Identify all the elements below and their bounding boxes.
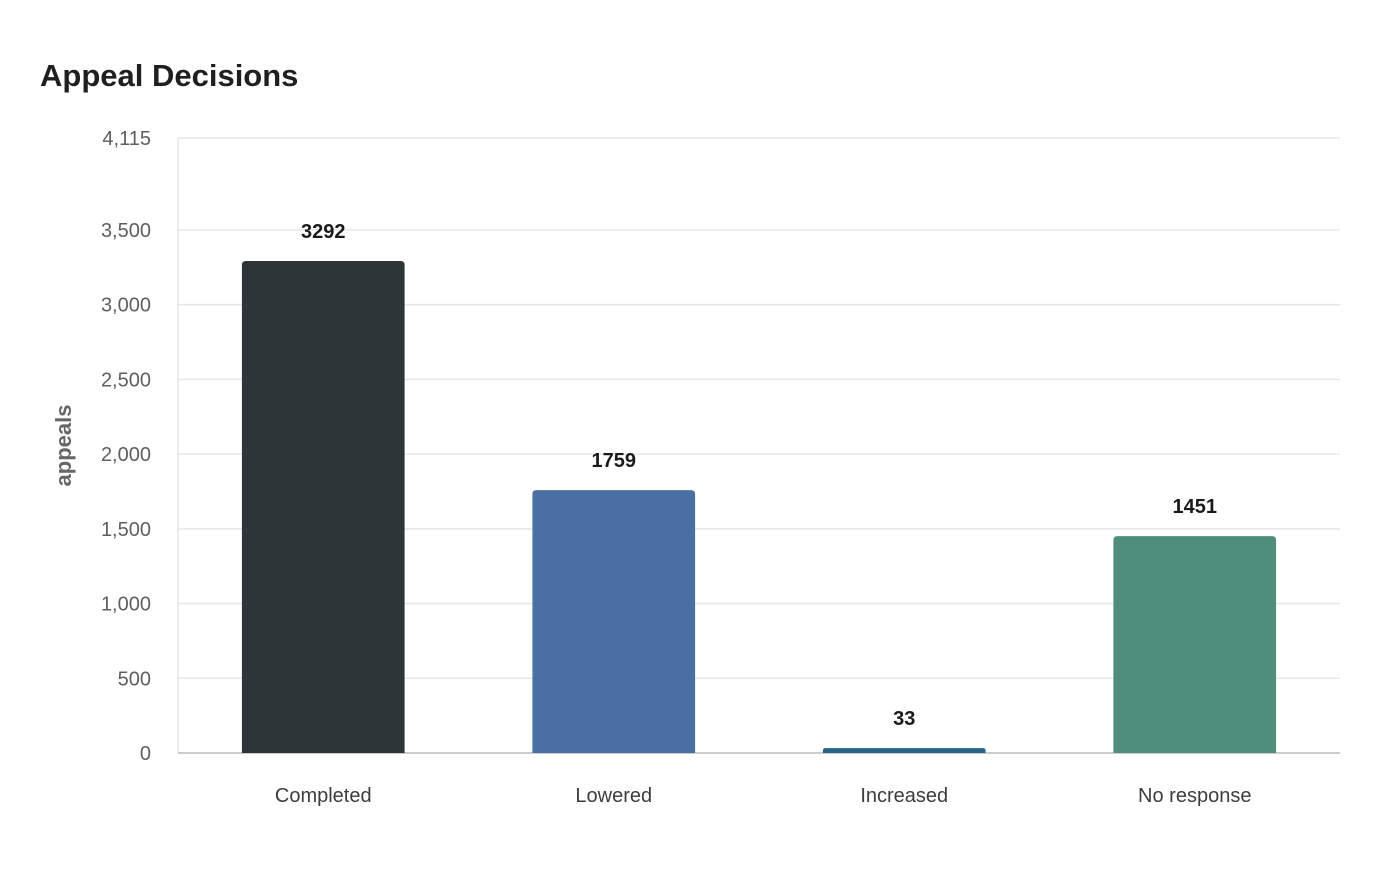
y-tick-label: 500 [118, 668, 151, 690]
data-label: 33 [893, 708, 915, 730]
x-tick-label: No response [1138, 785, 1251, 807]
labels: 0 500 1,000 1,500 2,000 2,500 3,000 3,500 4,115 a… [51, 128, 1251, 807]
y-tick-label: 3,500 [101, 220, 151, 242]
x-tick-label: Completed [275, 785, 372, 807]
bar-no-response [1113, 536, 1277, 753]
x-tick-label: Lowered [575, 785, 652, 807]
bars [241, 261, 1277, 753]
y-tick-label: 2,000 [101, 444, 151, 466]
bar-lowered [532, 490, 696, 753]
data-label: 1451 [1173, 496, 1218, 518]
y-tick-label: 4,115 [102, 128, 151, 150]
y-tick-label: 3,000 [101, 295, 151, 317]
bar-increased [822, 748, 986, 753]
y-tick-label: 2,500 [101, 369, 151, 391]
bar-completed [241, 261, 405, 753]
y-tick-label: 1,500 [101, 519, 151, 541]
y-tick-label: 1,000 [101, 594, 151, 616]
x-tick-label: Increased [860, 785, 948, 807]
data-label: 3292 [301, 221, 346, 243]
data-label: 1759 [592, 450, 637, 472]
chart-title: Appeal Decisions [40, 58, 299, 93]
y-axis-title: appeals [51, 405, 76, 487]
y-tick-label: 0 [140, 743, 151, 765]
